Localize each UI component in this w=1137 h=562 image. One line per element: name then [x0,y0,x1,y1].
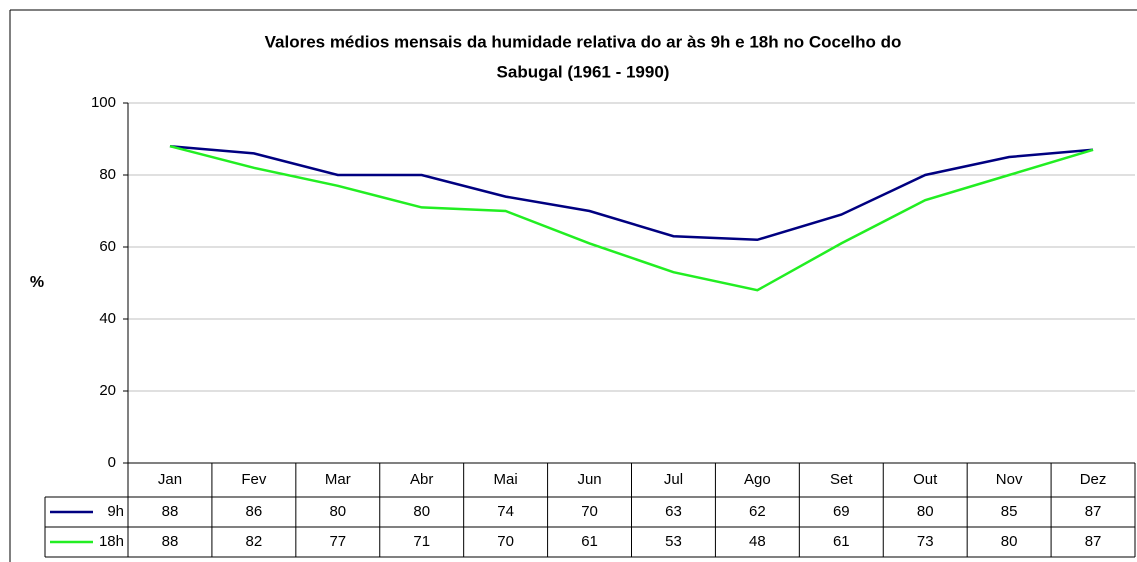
table-value: 62 [749,503,766,520]
y-tick-label: 0 [108,454,116,471]
table-value: 80 [1001,533,1018,550]
x-tick-label: Set [830,471,853,488]
table-value: 73 [917,533,934,550]
chart-title: Valores médios mensais da humidade relat… [265,32,902,51]
table-value: 77 [329,533,346,550]
table-value: 86 [246,503,263,520]
table-value: 48 [749,533,766,550]
table-value: 87 [1085,503,1102,520]
table-value: 71 [413,533,430,550]
y-tick-label: 40 [99,310,116,327]
series-line [169,144,1094,242]
table-value: 85 [1001,503,1018,520]
table-value: 61 [581,533,598,550]
x-tick-label: Dez [1080,471,1107,488]
table-value: 74 [497,503,514,520]
table-value: 80 [329,503,346,520]
y-axis-label: % [30,274,44,291]
chart-title: Sabugal (1961 - 1990) [497,62,670,81]
table-value: 70 [497,533,514,550]
x-tick-label: Jul [664,471,683,488]
legend-label: 18h [99,533,124,550]
series-line [169,144,1094,292]
y-tick-label: 20 [99,382,116,399]
table-value: 53 [665,533,682,550]
table-value: 63 [665,503,682,520]
x-tick-label: Mar [325,471,351,488]
table-value: 88 [162,533,179,550]
x-tick-label: Nov [996,471,1023,488]
table-value: 61 [833,533,850,550]
y-tick-label: 80 [99,166,116,183]
table-value: 87 [1085,533,1102,550]
table-value: 69 [833,503,850,520]
x-tick-label: Jan [158,471,182,488]
legend-label: 9h [107,503,124,520]
x-tick-label: Jun [577,471,601,488]
table-value: 82 [246,533,263,550]
x-tick-label: Fev [241,471,267,488]
x-tick-label: Ago [744,471,771,488]
x-tick-label: Mai [494,471,518,488]
table-value: 70 [581,503,598,520]
x-tick-label: Out [913,471,938,488]
table-value: 80 [413,503,430,520]
table-value: 80 [917,503,934,520]
x-tick-label: Abr [410,471,433,488]
y-tick-label: 60 [99,238,116,255]
table-value: 88 [162,503,179,520]
y-tick-label: 100 [91,94,116,111]
